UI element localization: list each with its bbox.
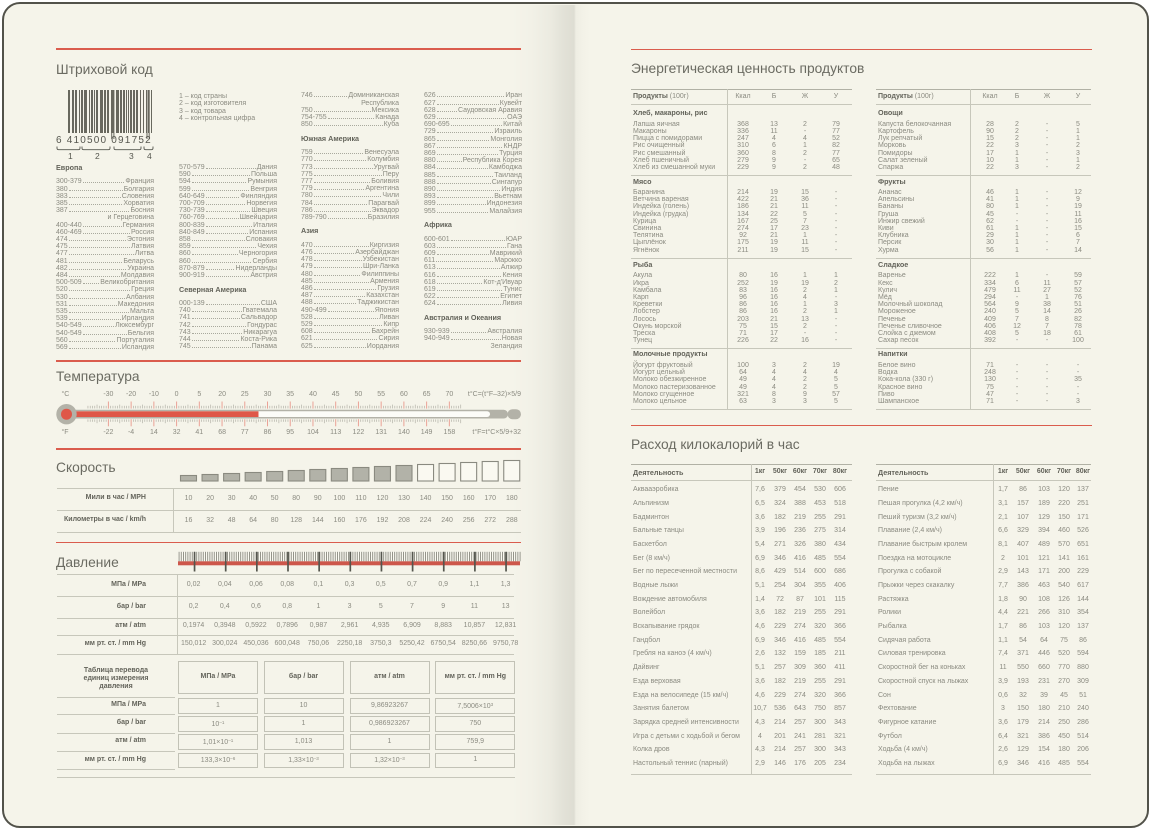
svg-text:6 410500 091752: 6 410500 091752 <box>56 135 152 146</box>
svg-text:4: 4 <box>147 151 152 160</box>
svg-text:1: 1 <box>68 151 73 160</box>
svg-text:2: 2 <box>95 151 100 160</box>
svg-text:3: 3 <box>129 151 134 160</box>
